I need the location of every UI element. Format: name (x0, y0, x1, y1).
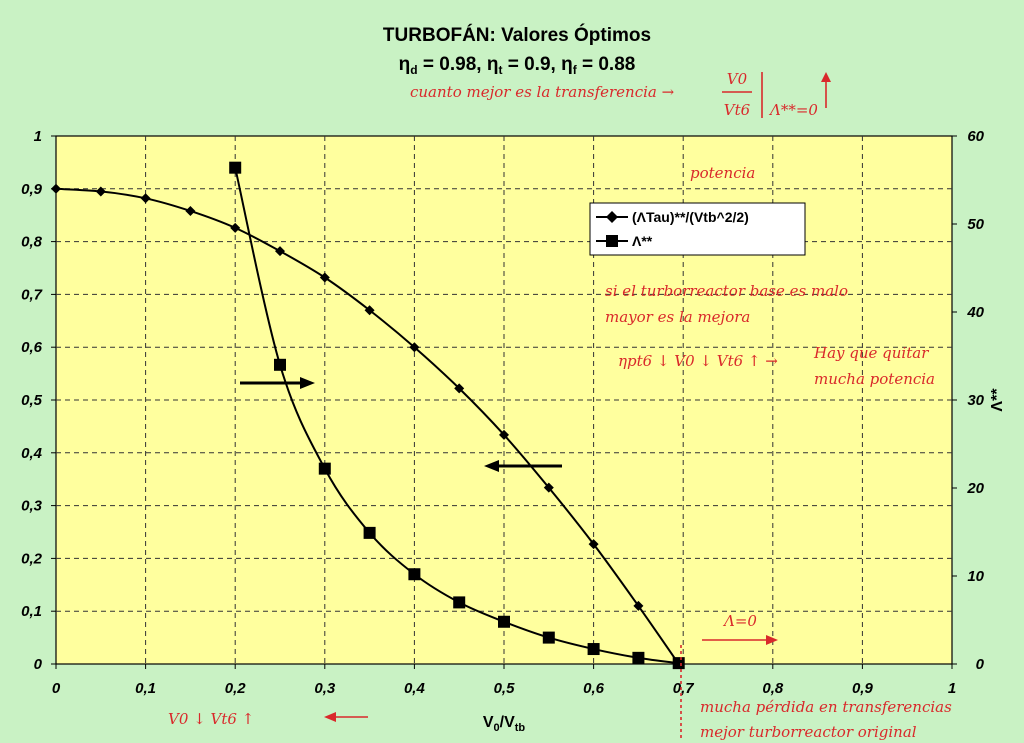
annotation-bottom-left: V0 ↓ Vt6 ↑ (168, 710, 254, 728)
x-tick-label: 0,7 (673, 680, 695, 697)
legend-item-lambda: Λ** (596, 233, 653, 249)
y-tick-label: 1 (34, 128, 42, 145)
data-point-diamond (499, 429, 509, 440)
chart-title: TURBOFÁN: Valores Óptimos (383, 24, 651, 46)
data-point-square (274, 358, 286, 371)
grid (56, 136, 952, 664)
x-tick-label: 0 (52, 680, 61, 697)
annotation-hay-line1: Hay que quitar (813, 344, 929, 362)
data-point-square (408, 568, 421, 581)
data-point-diamond (543, 482, 554, 493)
y2-tick-label: 60 (967, 128, 984, 145)
chart-subtitle: ηd = 0.98, ηt = 0.9, ηf = 0.88 (399, 54, 636, 77)
x-axis: 0 0,1 0,2 0,3 0,4 0,5 0,6 0,7 0,8 0,9 1 (52, 664, 956, 697)
y-tick-label: 0,5 (21, 392, 43, 409)
x-axis-label: V0/Vtb (483, 714, 526, 734)
annotation-top-fraction-denominator: Vt6 (724, 101, 751, 119)
x-tick-label: 0,9 (852, 680, 874, 697)
y-tick-label: 0,2 (21, 550, 43, 567)
annotation-lambda-zero: Λ=0 (722, 612, 757, 630)
y-axis-left: 0 0,1 0,2 0,3 0,4 0,5 0,6 0,7 0,8 0,9 1 (21, 128, 56, 673)
arrow-left-red-icon (324, 712, 368, 722)
series-line-0 (55, 187, 680, 665)
y-tick-label: 0,9 (21, 181, 43, 198)
annotation-base-line1: si el turborreactor base es malo (605, 282, 848, 300)
y-axis-right: 0 10 20 30 40 50 60 (952, 128, 985, 673)
annotation-hay-line2: mucha potencia (814, 370, 935, 388)
data-point-square (587, 643, 600, 656)
data-point-diamond (275, 246, 285, 257)
svg-text:Λ**: Λ** (632, 233, 653, 249)
data-point-square (318, 462, 331, 475)
annotation-top-fraction-numerator: V0 (727, 70, 748, 88)
annotation-top-lambda: Λ**=0 (768, 101, 818, 119)
data-point-diamond (364, 305, 375, 316)
y2-tick-label: 10 (967, 568, 984, 585)
annotation-top: cuanto mejor es la transferencia → (410, 83, 675, 101)
arrow-right-icon (240, 377, 315, 389)
data-point-square (453, 596, 466, 609)
annotation-bottom-right-line2: mejor turborreactor original (700, 723, 917, 741)
data-point-diamond (95, 186, 106, 197)
data-point-diamond (633, 600, 644, 611)
y-tick-label: 0 (34, 656, 43, 673)
y2-tick-label: 40 (966, 304, 984, 321)
x-tick-label: 0,4 (404, 680, 426, 697)
data-point-diamond (51, 183, 61, 194)
data-point-square (632, 651, 645, 664)
y-tick-label: 0,3 (21, 498, 43, 515)
y2-tick-label: 0 (976, 656, 985, 673)
annotation-base-line2: mayor es la mejora (605, 308, 750, 326)
y-tick-label: 0,6 (21, 339, 43, 356)
arrow-left-icon (484, 460, 562, 472)
annotation-potencia: potencia (690, 164, 755, 182)
y-tick-label: 0,7 (21, 286, 43, 303)
y2-tick-label: 30 (967, 392, 984, 409)
arrow-right-red-icon (702, 635, 778, 645)
legend-item-tau: (ΛTau)**/(Vtb^2/2) (596, 209, 749, 225)
data-point-square (672, 657, 685, 670)
data-point-diamond (588, 539, 599, 550)
y2-tick-label: 20 (966, 480, 984, 497)
x-tick-label: 0,1 (135, 680, 156, 697)
x-tick-label: 0,5 (494, 680, 516, 697)
x-tick-label: 0,3 (314, 680, 336, 697)
data-point-square (542, 631, 555, 644)
data-point-square (229, 161, 242, 174)
x-tick-label: 0,6 (583, 680, 605, 697)
arrow-up-icon (821, 72, 831, 108)
data-point-diamond (409, 342, 420, 353)
x-tick-label: 0,8 (762, 680, 784, 697)
y2-tick-label: 50 (967, 216, 984, 233)
y-tick-label: 0,4 (21, 445, 43, 462)
annotation-eta-line: ηpt6 ↓ V0 ↓ Vt6 ↑ → (618, 352, 778, 370)
x-tick-label: 1 (948, 680, 956, 697)
svg-text:(ΛTau)**/(Vtb^2/2): (ΛTau)**/(Vtb^2/2) (632, 209, 749, 225)
y-tick-label: 0,8 (21, 234, 43, 251)
legend: (ΛTau)**/(Vtb^2/2) Λ** (589, 202, 806, 256)
data-point-square (363, 526, 376, 539)
y-axis-right-label: Λ** (989, 388, 1006, 412)
data-point-diamond (140, 193, 151, 204)
data-point-diamond (319, 272, 330, 283)
data-point-square (498, 615, 510, 628)
x-tick-label: 0,2 (225, 680, 247, 697)
series-layer (51, 161, 685, 670)
data-point-diamond (230, 222, 241, 233)
data-point-diamond (185, 205, 196, 216)
data-point-diamond (454, 383, 465, 394)
annotation-bottom-right-line1: mucha pérdida en transferencias (700, 698, 952, 716)
y-tick-label: 0,1 (21, 603, 42, 620)
